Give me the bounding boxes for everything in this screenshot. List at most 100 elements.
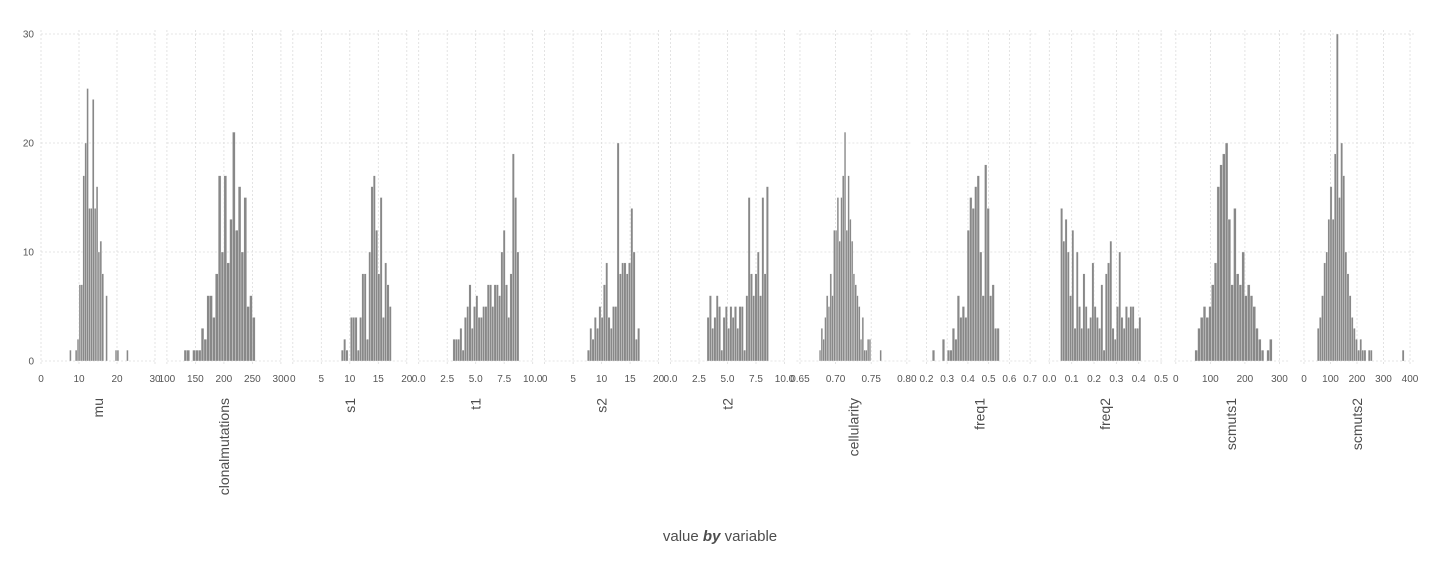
histogram-bar [743, 349, 746, 362]
histogram-bar [847, 175, 850, 362]
histogram-bar [856, 295, 859, 362]
histogram-bar [1346, 273, 1350, 362]
x-tick-label: 0.5 [982, 374, 996, 385]
x-tick-label: 10.0 [775, 374, 795, 385]
histogram-bar [459, 328, 463, 362]
histogram-bar [1202, 306, 1207, 362]
x-tick-label: 300 [1271, 374, 1288, 385]
histogram-bar [126, 349, 129, 362]
histogram-bar [635, 339, 638, 362]
histogram-bar [1073, 328, 1077, 362]
histogram-bar [232, 131, 236, 362]
facet-label-mu: mu [90, 398, 106, 417]
histogram-bar [637, 328, 640, 362]
histogram-bar [101, 273, 104, 362]
histogram-bar [868, 339, 872, 362]
histogram-bar [964, 317, 968, 362]
histogram-bar [502, 230, 506, 362]
histogram-bar [343, 339, 346, 362]
histogram-bar [195, 349, 199, 362]
histogram-bar [731, 317, 735, 362]
histogram-bar [1089, 317, 1092, 362]
histogram-bar [616, 142, 620, 362]
histogram-bar [1194, 349, 1198, 362]
x-tick-label: 0 [38, 374, 44, 385]
histogram-bar [861, 317, 864, 362]
histogram-bar [596, 328, 599, 362]
histogram-bar [589, 328, 593, 362]
histogram-bar [1131, 306, 1135, 362]
histogram-bar [1401, 349, 1405, 362]
histogram-bar [1062, 240, 1066, 362]
histogram-bar [377, 273, 381, 362]
histogram-bar [78, 284, 82, 362]
histogram-bar [614, 306, 618, 362]
histogram-bar [1329, 186, 1333, 362]
histogram-bar [1134, 328, 1137, 362]
x-tick-label: 0.0 [412, 374, 426, 385]
x-tick-label: 0.3 [1109, 374, 1123, 385]
histogram-bar [1340, 142, 1343, 362]
histogram-bar [820, 328, 823, 362]
histogram-bar [932, 349, 935, 362]
x-tick-label: 10 [596, 374, 608, 385]
histogram-bar [192, 349, 196, 362]
facet-label-freq2: freq2 [1097, 398, 1113, 430]
y-tick-label: 10 [23, 248, 35, 259]
histogram-bar [375, 230, 378, 362]
histogram-bar [766, 186, 769, 362]
x-tick-label: 0.0 [664, 374, 678, 385]
x-tick-label: 7.5 [497, 374, 511, 385]
histogram-bar [1125, 306, 1128, 362]
histogram-bar [752, 295, 756, 362]
x-tick-label: 5.0 [721, 374, 735, 385]
histogram-bar [843, 131, 847, 362]
x-tick-label: 100 [1202, 374, 1219, 385]
histogram-bar [619, 273, 622, 362]
histogram-bar [1205, 317, 1209, 362]
x-tick-label: 2.5 [692, 374, 706, 385]
histogram-bar [1113, 339, 1117, 362]
histogram-bar [754, 273, 758, 362]
histogram-bar [954, 339, 958, 362]
histogram-bar [1342, 175, 1345, 362]
histogram-bar [1116, 306, 1119, 362]
histogram-bar [745, 295, 749, 362]
x-tick-label: 30 [149, 374, 161, 385]
histogram-bar [1233, 208, 1237, 362]
histogram-bar [607, 317, 611, 362]
histogram-bar [632, 251, 636, 362]
histogram-bar [725, 306, 728, 362]
x-tick-label: 0.7 [1023, 374, 1037, 385]
x-tick-label: 10.0 [523, 374, 543, 385]
histogram-bar [741, 306, 744, 362]
histogram-bar [1211, 284, 1215, 362]
histogram-bar [477, 317, 481, 362]
histogram-bar [879, 349, 882, 362]
histogram-bar [984, 164, 988, 362]
histogram-bar [1261, 349, 1265, 362]
histogram-bar [373, 175, 376, 362]
histogram-bar [1075, 251, 1079, 362]
histogram-bar [457, 339, 460, 362]
x-tick-label: 0.3 [940, 374, 954, 385]
histogram-bar [961, 306, 965, 362]
histogram-bar [482, 306, 485, 362]
histogram-bar [838, 240, 841, 362]
histogram-bar [1351, 317, 1354, 362]
histogram-bar [84, 142, 87, 362]
histogram-bar [1334, 153, 1337, 362]
x-tick-label: 100 [159, 374, 176, 385]
histogram-bar [1127, 317, 1130, 362]
x-tick-label: 0.1 [1065, 374, 1079, 385]
histogram-bar [352, 317, 356, 362]
histogram-bar [849, 219, 852, 362]
histogram-bar [1214, 262, 1218, 362]
histogram-bar [363, 273, 367, 362]
x-tick-label: 0.6 [1002, 374, 1016, 385]
histogram-bar [835, 230, 838, 362]
histogram-bar [489, 284, 492, 362]
histogram-bar [1208, 306, 1212, 362]
